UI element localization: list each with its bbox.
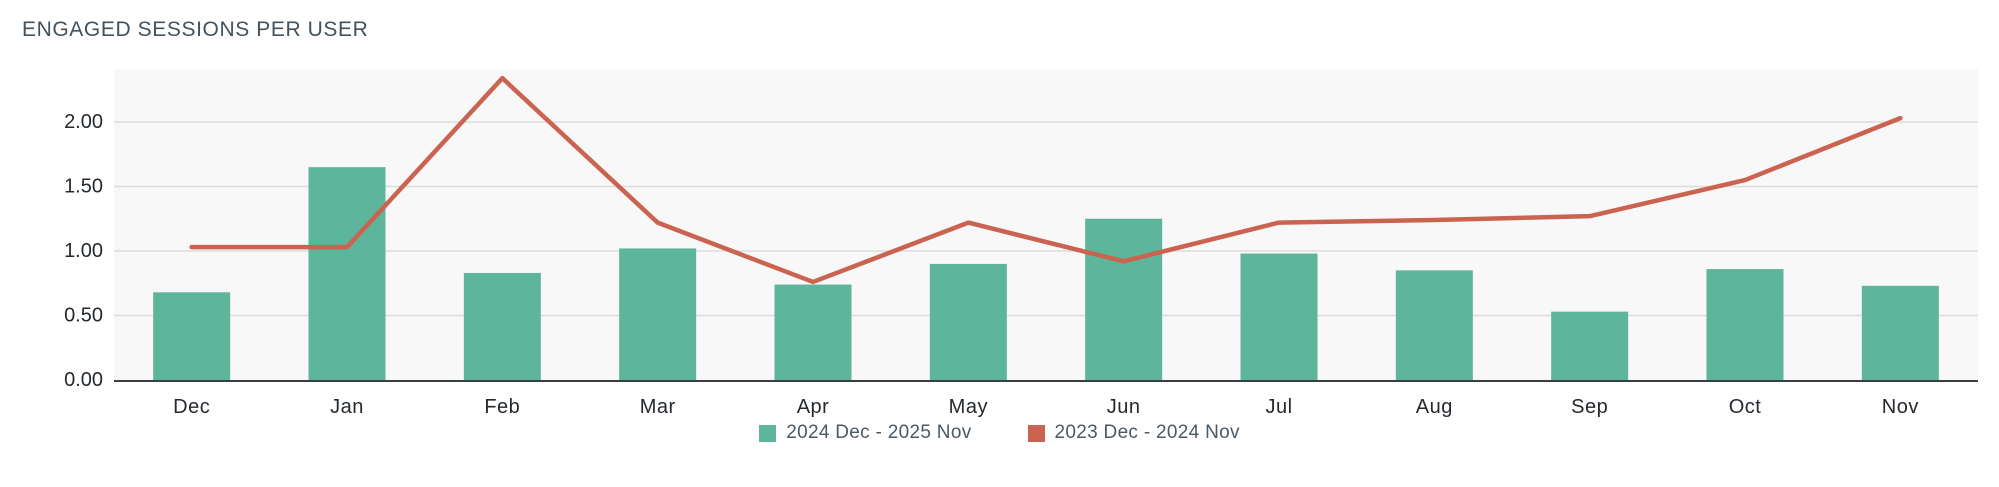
- chart-title: ENGAGED SESSIONS PER USER: [22, 18, 369, 41]
- legend-item-previous-period: 2023 Dec - 2024 Nov: [1027, 422, 1240, 444]
- bar-mar[interactable]: [619, 248, 697, 380]
- x-tick-label-nov: Nov: [1882, 396, 1919, 418]
- y-tick-label-0.00: 0.00: [64, 369, 103, 391]
- bar-nov[interactable]: [1861, 285, 1939, 380]
- legend-swatch-line-icon: [1027, 424, 1045, 442]
- bar-apr[interactable]: [774, 284, 852, 380]
- legend-item-current-period: 2024 Dec - 2025 Nov: [759, 422, 971, 444]
- x-tick-label-feb: Feb: [484, 396, 520, 418]
- x-tick-label-may: May: [949, 396, 988, 418]
- x-tick-label-jun: Jun: [1107, 396, 1141, 418]
- x-tick-label-mar: Mar: [640, 396, 676, 418]
- bar-dec[interactable]: [153, 292, 231, 380]
- bar-jan[interactable]: [308, 167, 386, 380]
- bar-jul[interactable]: [1240, 253, 1318, 380]
- y-tick-label-0.50: 0.50: [64, 305, 103, 327]
- bar-feb[interactable]: [463, 272, 541, 380]
- legend-swatch-bar-icon: [759, 424, 777, 442]
- previous-period-line: [189, 75, 1903, 285]
- legend-label-previous-period: 2023 Dec - 2024 Nov: [1054, 422, 1240, 443]
- plot-background: [114, 69, 1978, 380]
- legend-label-current-period: 2024 Dec - 2025 Nov: [786, 422, 972, 443]
- bar-aug[interactable]: [1395, 270, 1473, 380]
- x-tick-label-aug: Aug: [1416, 396, 1453, 418]
- bar-sep[interactable]: [1551, 311, 1629, 380]
- x-tick-label-jan: Jan: [330, 396, 364, 418]
- bar-jun[interactable]: [1085, 218, 1163, 380]
- y-tick-label-1.00: 1.00: [64, 240, 103, 262]
- x-tick-label-oct: Oct: [1729, 396, 1762, 418]
- chart-legend: 2024 Dec - 2025 Nov 2023 Dec - 2024 Nov: [0, 422, 1999, 444]
- y-tick-label-2.00: 2.00: [64, 111, 103, 133]
- x-tick-label-jul: Jul: [1265, 396, 1292, 418]
- bar-may[interactable]: [929, 263, 1007, 380]
- x-tick-label-apr: Apr: [797, 396, 830, 418]
- x-tick-label-dec: Dec: [173, 396, 210, 418]
- x-tick-label-sep: Sep: [1571, 396, 1608, 418]
- y-tick-label-1.50: 1.50: [64, 176, 103, 198]
- bar-oct[interactable]: [1706, 269, 1784, 380]
